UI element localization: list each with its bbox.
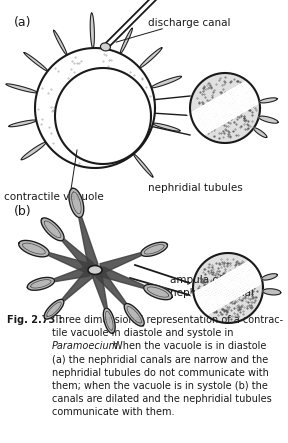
- Circle shape: [190, 73, 260, 143]
- Polygon shape: [103, 308, 115, 333]
- Polygon shape: [54, 266, 90, 282]
- Polygon shape: [139, 48, 162, 68]
- Polygon shape: [144, 284, 172, 299]
- Polygon shape: [263, 289, 281, 295]
- Polygon shape: [151, 76, 181, 88]
- Polygon shape: [44, 299, 64, 319]
- Text: Paramoecium.: Paramoecium.: [52, 342, 122, 351]
- Text: nephridial tubules: nephridial tubules: [148, 183, 243, 193]
- Polygon shape: [262, 274, 277, 280]
- Polygon shape: [62, 239, 94, 270]
- Ellipse shape: [88, 265, 102, 275]
- Polygon shape: [141, 242, 168, 256]
- Polygon shape: [79, 217, 98, 267]
- Polygon shape: [134, 154, 153, 177]
- Text: (a): (a): [14, 16, 31, 29]
- Text: Three dimensional representation of a contrac-: Three dimensional representation of a co…: [53, 315, 283, 325]
- Polygon shape: [100, 253, 142, 273]
- Polygon shape: [54, 30, 67, 55]
- Polygon shape: [19, 241, 49, 257]
- Text: nephridial tubules do not communicate with: nephridial tubules do not communicate wi…: [52, 368, 269, 378]
- Polygon shape: [69, 188, 84, 218]
- Text: ampula of
nephridial canal: ampula of nephridial canal: [170, 275, 254, 298]
- Polygon shape: [62, 270, 94, 301]
- Polygon shape: [120, 28, 132, 54]
- Polygon shape: [259, 98, 277, 103]
- Text: communicate with them.: communicate with them.: [52, 408, 175, 417]
- Text: Fig. 2.73 :: Fig. 2.73 :: [7, 315, 62, 325]
- Polygon shape: [253, 128, 267, 137]
- Polygon shape: [9, 120, 36, 127]
- Text: When the vacuole is in diastole: When the vacuole is in diastole: [110, 342, 266, 351]
- Polygon shape: [96, 270, 126, 305]
- Text: (a) the nephridial canals are narrow and the: (a) the nephridial canals are narrow and…: [52, 354, 268, 365]
- Text: them; when the vacuole is in systole (b) the: them; when the vacuole is in systole (b)…: [52, 381, 268, 391]
- Text: discharge canal: discharge canal: [148, 18, 230, 28]
- Polygon shape: [48, 253, 90, 273]
- Polygon shape: [24, 53, 48, 71]
- Text: (b): (b): [14, 205, 32, 218]
- Text: canals are dilated and the nephridial tubules: canals are dilated and the nephridial tu…: [52, 394, 272, 404]
- Polygon shape: [153, 123, 180, 131]
- Polygon shape: [100, 267, 144, 288]
- Polygon shape: [259, 116, 278, 123]
- Ellipse shape: [101, 43, 110, 51]
- Polygon shape: [90, 13, 94, 48]
- Text: contractile vacuole: contractile vacuole: [4, 192, 104, 202]
- Polygon shape: [6, 84, 37, 93]
- Polygon shape: [21, 142, 46, 160]
- Polygon shape: [92, 273, 107, 308]
- Polygon shape: [27, 277, 54, 290]
- Circle shape: [193, 253, 263, 323]
- Polygon shape: [124, 303, 144, 326]
- Text: tile vacuole in diastole and systole in: tile vacuole in diastole and systole in: [52, 328, 234, 338]
- Polygon shape: [41, 218, 64, 241]
